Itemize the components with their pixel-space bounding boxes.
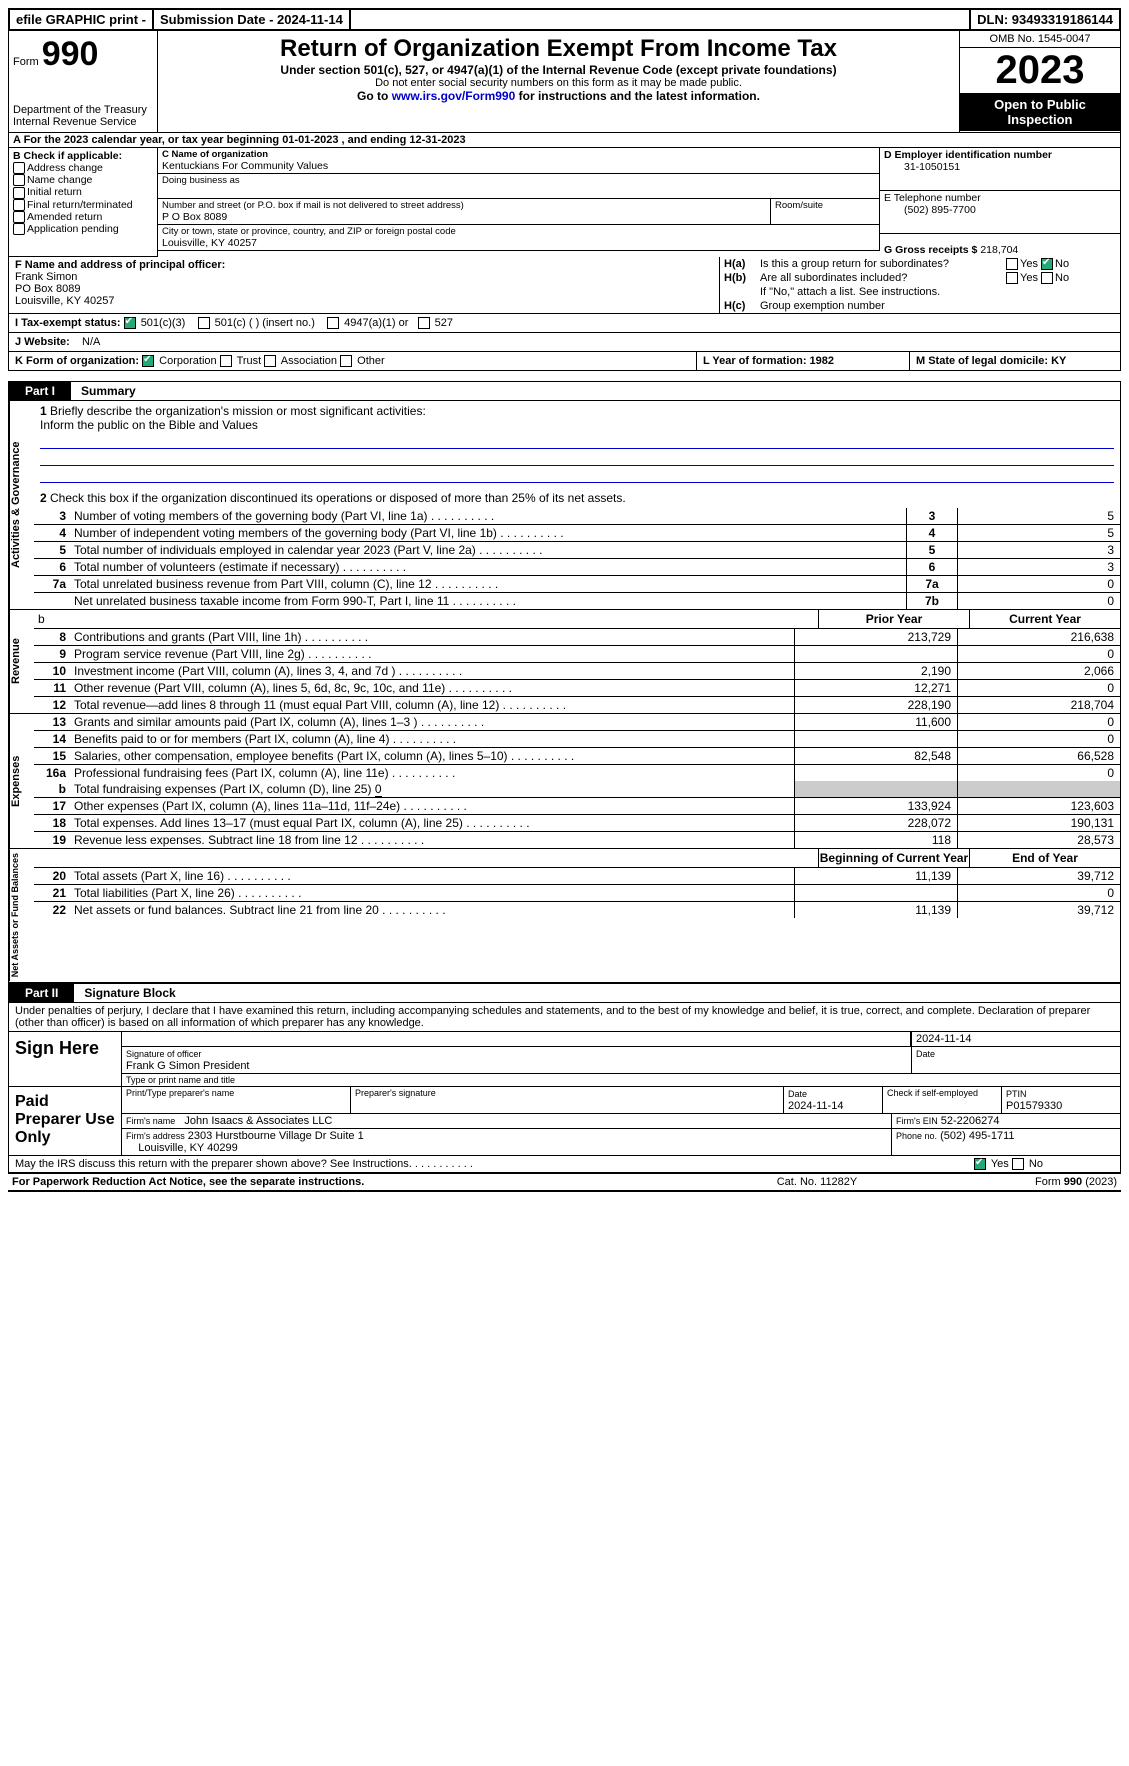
efile-label: efile GRAPHIC print -	[10, 10, 154, 29]
state-domicile: M State of legal domicile: KY	[909, 352, 1120, 370]
omb-number: OMB No. 1545-0047	[960, 31, 1120, 48]
gross-receipts: 218,704	[980, 244, 1018, 256]
part-1-header: Part I Summary	[8, 381, 1121, 401]
ein: 31-1050151	[884, 161, 1116, 173]
row-k: K Form of organization: Corporation Trus…	[8, 352, 1121, 371]
dln: DLN: 93493319186144	[971, 10, 1119, 29]
section-bcde: B Check if applicable: Address change Na…	[8, 148, 1121, 257]
irs-link[interactable]: www.irs.gov/Form990	[392, 89, 516, 103]
firm-name: John Isaacs & Associates LLC	[184, 1115, 332, 1127]
row-a-tax-year: A For the 2023 calendar year, or tax yea…	[8, 133, 1121, 148]
paid-preparer-label: Paid Preparer Use Only	[9, 1087, 122, 1155]
firm-ein: 52-2206274	[941, 1115, 1000, 1127]
top-bar: efile GRAPHIC print - Submission Date - …	[8, 8, 1121, 31]
website: N/A	[82, 336, 100, 348]
open-inspection: Open to Public Inspection	[960, 93, 1120, 131]
submission-date: Submission Date - 2024-11-14	[154, 10, 351, 29]
officer-name: Frank Simon	[15, 271, 713, 283]
firm-phone: (502) 495-1711	[940, 1130, 1014, 1142]
mission-text: Inform the public on the Bible and Value…	[40, 418, 258, 432]
501c3-checkbox[interactable]	[124, 317, 136, 329]
form-subtitle: Under section 501(c), 527, or 4947(a)(1)…	[162, 63, 955, 77]
org-city: Louisville, KY 40257	[162, 237, 875, 249]
org-name: Kentuckians For Community Values	[162, 160, 875, 172]
box-b: B Check if applicable: Address change Na…	[8, 148, 158, 257]
form-word: Form	[13, 56, 39, 68]
expenses-section: Expenses 13Grants and similar amounts pa…	[8, 714, 1121, 849]
box-c: C Name of organization Kentuckians For C…	[158, 148, 880, 257]
row-fh: F Name and address of principal officer:…	[8, 257, 1121, 314]
revenue-section: Revenue bPrior YearCurrent Year 8Contrib…	[8, 610, 1121, 714]
footer: For Paperwork Reduction Act Notice, see …	[8, 1173, 1121, 1192]
row-j: J Website: N/A	[8, 333, 1121, 352]
may-discuss: May the IRS discuss this return with the…	[8, 1156, 1121, 1173]
ptin: P01579330	[1006, 1100, 1062, 1112]
ssn-warning: Do not enter social security numbers on …	[162, 77, 955, 89]
org-address: P O Box 8089	[162, 211, 766, 223]
year-formation: L Year of formation: 1982	[696, 352, 909, 370]
discuss-yes-checkbox[interactable]	[974, 1158, 986, 1170]
net-assets-section: Net Assets or Fund Balances Beginning of…	[8, 849, 1121, 982]
form-number: 990	[42, 35, 99, 73]
sign-date: 2024-11-14	[911, 1032, 1120, 1046]
form-title: Return of Organization Exempt From Incom…	[162, 35, 955, 63]
row-i: I Tax-exempt status: 501(c)(3) 501(c) ( …	[8, 314, 1121, 333]
tax-year: 2023	[960, 48, 1120, 93]
activities-governance: Activities & Governance 1 Briefly descri…	[8, 401, 1121, 610]
perjury-declaration: Under penalties of perjury, I declare th…	[9, 1003, 1120, 1032]
part-2-header: Part II Signature Block	[8, 983, 1121, 1003]
dept-treasury: Department of the Treasury Internal Reve…	[13, 104, 153, 128]
sign-here-label: Sign Here	[9, 1032, 122, 1086]
officer-signature: Frank G Simon President	[126, 1060, 250, 1072]
ha-no-checkbox[interactable]	[1041, 258, 1053, 270]
box-de: D Employer identification number 31-1050…	[880, 148, 1121, 257]
corporation-checkbox[interactable]	[142, 355, 154, 367]
form-header: Form 990 Department of the Treasury Inte…	[8, 31, 1121, 133]
telephone: (502) 895-7700	[884, 204, 1116, 216]
signature-block: Under penalties of perjury, I declare th…	[8, 1003, 1121, 1156]
